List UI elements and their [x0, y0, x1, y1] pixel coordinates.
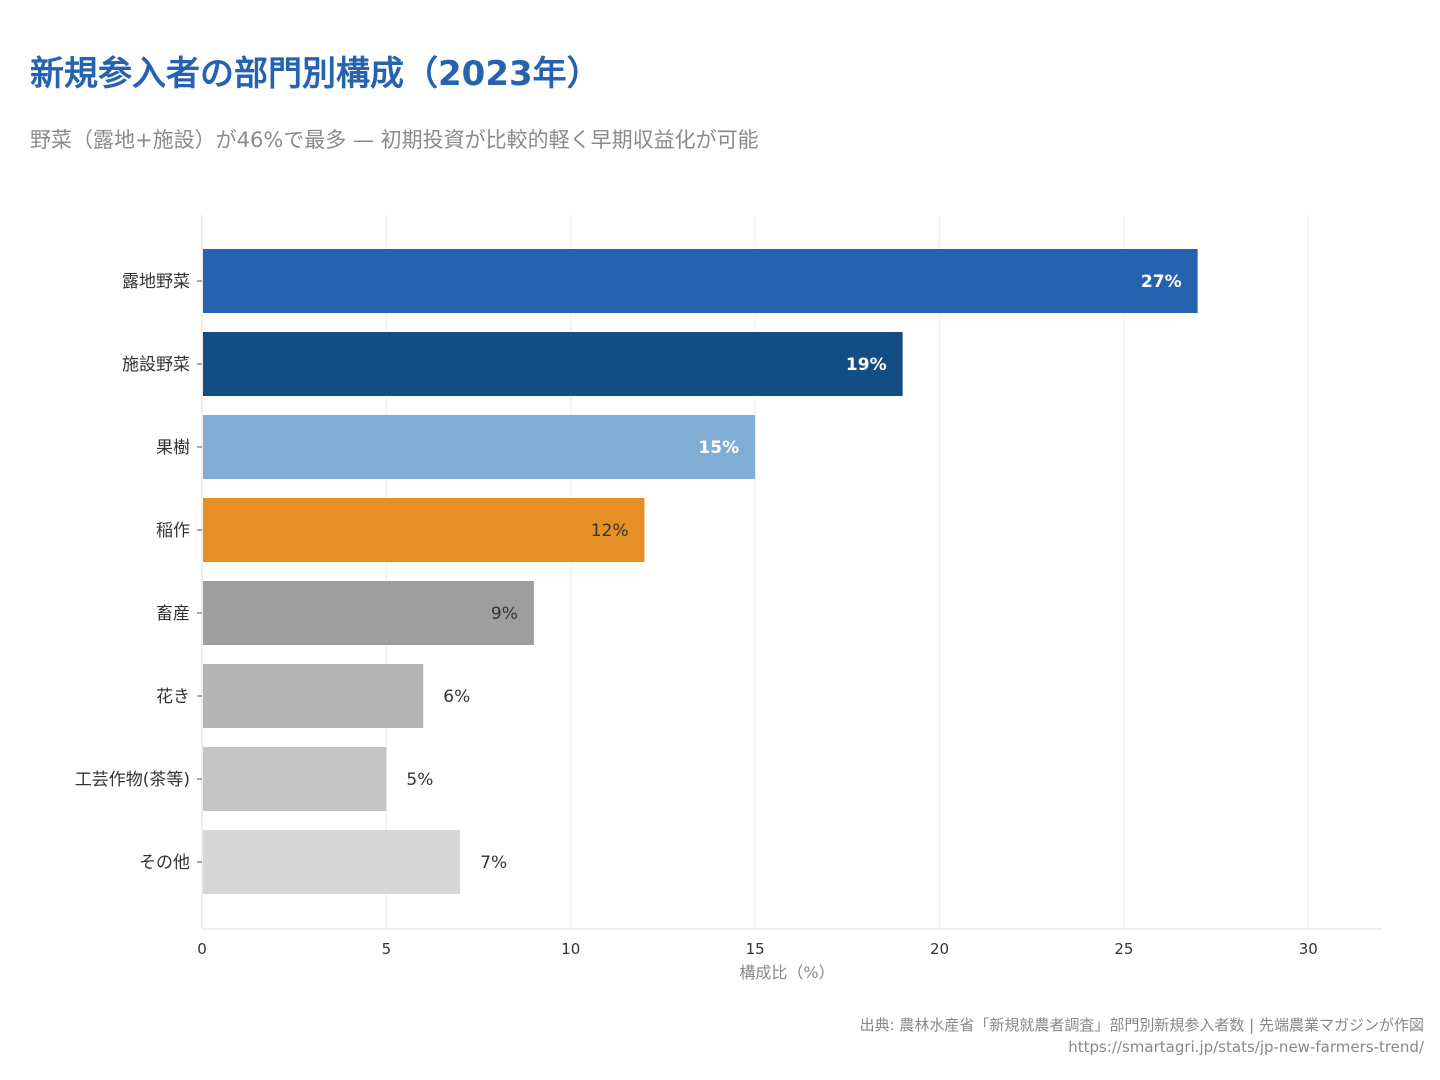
source-url: https://smartagri.jp/stats/jp-new-farmer… — [1068, 1038, 1424, 1056]
y-tick-label: 施設野菜 — [122, 355, 190, 375]
x-tick-label: 5 — [382, 940, 392, 958]
x-tick-label: 20 — [930, 940, 949, 958]
chart-subtitle: 野菜（露地+施設）が46%で最多 — 初期投資が比較的軽く早期収益化が可能 — [30, 128, 759, 152]
y-tick-label: 露地野菜 — [122, 272, 190, 292]
bar — [203, 747, 387, 811]
y-tick-label: 工芸作物(茶等) — [75, 770, 190, 790]
data-label: 9% — [491, 604, 518, 624]
bar — [203, 830, 461, 894]
x-tick-label: 25 — [1114, 940, 1133, 958]
x-tick-label: 0 — [197, 940, 207, 958]
bar — [203, 332, 903, 396]
y-tick-label: その他 — [139, 853, 190, 873]
data-label: 19% — [846, 355, 887, 375]
x-tick-label: 10 — [561, 940, 580, 958]
x-axis-label: 構成比（%） — [739, 963, 834, 982]
y-tick-label: 稲作 — [156, 521, 190, 541]
data-label: 27% — [1141, 272, 1182, 292]
y-tick-label: 果樹 — [156, 438, 190, 458]
data-label: 12% — [591, 521, 629, 541]
bar — [203, 664, 424, 728]
bar — [203, 498, 645, 562]
bar — [203, 581, 534, 645]
bar — [203, 249, 1198, 313]
x-tick-label: 30 — [1299, 940, 1318, 958]
source-note: 出典: 農林水産省「新規就農者調査」部門別新規参入者数 | 先端農業マガジンが作… — [859, 1016, 1424, 1034]
bar — [203, 415, 756, 479]
y-tick-label: 花き — [156, 687, 190, 707]
chart-title: 新規参入者の部門別構成（2023年） — [30, 54, 601, 94]
y-tick-label: 畜産 — [156, 604, 190, 624]
data-label: 7% — [480, 853, 507, 873]
data-label: 6% — [443, 687, 470, 707]
x-tick-label: 15 — [746, 940, 765, 958]
data-label: 15% — [698, 438, 739, 458]
data-label: 5% — [406, 770, 433, 790]
